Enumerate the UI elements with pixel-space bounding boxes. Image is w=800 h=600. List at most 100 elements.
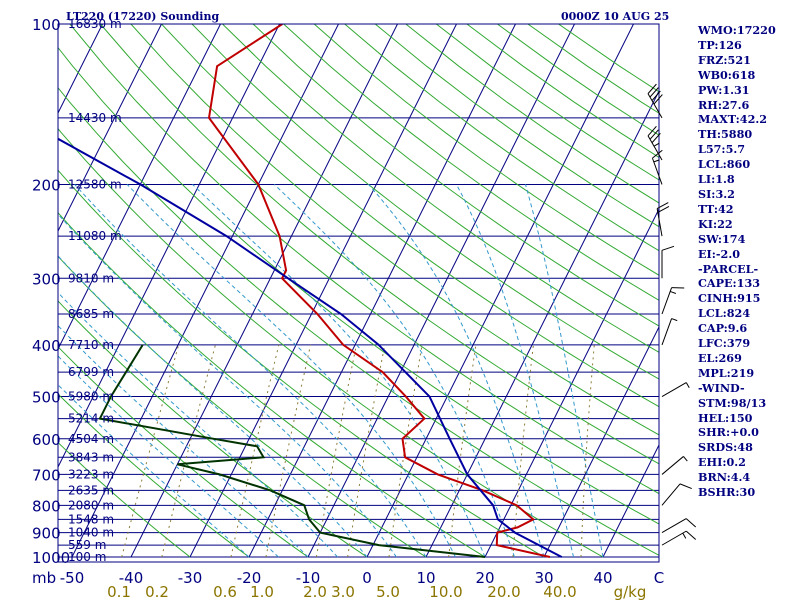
stat-entry: LI:1.8 (698, 172, 735, 187)
stat-entry: -WIND- (698, 380, 745, 395)
height-label: 14430 m (68, 111, 122, 125)
dry-adiabat (161, 24, 659, 408)
height-label: 4504 m (68, 432, 114, 446)
wind-barb-half-flag (671, 318, 678, 322)
wind-barb-flag (685, 530, 697, 540)
height-label: 9810 m (68, 271, 114, 285)
wind-barb-staff (661, 483, 681, 506)
sounding-time: 0000Z 10 AUG 25 (561, 10, 669, 23)
mixing-ratio-line (161, 344, 216, 558)
moist-adiabat (58, 355, 279, 558)
pressure-tick-label: 600 (32, 431, 61, 449)
wind-barb-flag (647, 83, 657, 94)
mixing-ratio-label: 5.0 (376, 583, 400, 600)
isotherm (58, 24, 280, 469)
plot-frame (57, 23, 660, 563)
stat-entry: CAP:9.6 (698, 321, 748, 336)
pressure-unit-label: mb (32, 569, 56, 587)
dry-adiabat (313, 24, 659, 276)
stat-entry: SRDS:48 (698, 440, 753, 455)
parcel-profile (58, 137, 563, 558)
wind-barb-half-flag (670, 290, 677, 294)
wind-barb (661, 456, 688, 475)
stat-entry: SI:3.2 (698, 186, 735, 201)
wind-barb (661, 382, 690, 397)
mixing-ratio-label: 20.0 (487, 583, 520, 600)
isotherm (248, 24, 516, 558)
pressure-tick-label: 700 (32, 466, 61, 484)
wind-barb (647, 126, 663, 161)
dry-adiabat (58, 255, 427, 558)
mixing-ratio-label: 0.6 (213, 583, 237, 600)
moist-adiabat (192, 184, 486, 558)
stat-entry: MAXT:42.2 (698, 112, 768, 127)
temperature-tick-label: 10 (416, 569, 435, 587)
mixing-ratio-label: 1.0 (250, 583, 274, 600)
height-label: 100 m (68, 550, 106, 564)
isotherm (366, 24, 634, 558)
pressure-tick-label: 900 (32, 525, 61, 543)
wind-barb-half-flag (682, 532, 687, 539)
height-label: 11080 m (68, 229, 122, 243)
temperature-unit-label: C (654, 569, 664, 587)
wind-barb-flag (657, 206, 670, 213)
height-label: 3223 m (68, 467, 114, 481)
wind-barb-flag (656, 202, 669, 209)
dry-adiabat (252, 24, 659, 327)
moist-adiabat (58, 384, 250, 558)
mixing-ratio-line (580, 344, 595, 558)
mixing-ratio-label: 0.2 (145, 583, 169, 600)
stat-entry: HEL:150 (698, 410, 753, 425)
temperature-profile (207, 24, 551, 558)
stat-entry: EI:-2.0 (698, 246, 740, 261)
stat-entry: EHI:0.2 (698, 455, 746, 470)
wind-barb-flag (651, 90, 661, 101)
stat-entry: FRZ:521 (698, 52, 751, 67)
stat-entry: STM:98/13 (698, 395, 767, 410)
mixing-ratio-label: 2.0 (303, 583, 327, 600)
mixing-ratio-line (388, 344, 423, 558)
wind-barb (661, 483, 692, 506)
wind-barb-flag (651, 132, 661, 144)
height-label: 5980 m (68, 390, 114, 404)
stat-entry: TH:5880 (698, 127, 753, 142)
wind-barb (647, 83, 663, 119)
moist-adiabat (525, 184, 604, 558)
wind-barb-flag (647, 126, 657, 137)
mixing-ratio-line (230, 344, 280, 558)
mixing-ratio-unit: g/kg (614, 583, 647, 600)
wind-barb-half-flag (653, 159, 660, 163)
height-label: 1548 m (68, 512, 114, 526)
temperature-tick-label: -10 (296, 569, 321, 587)
stat-entry: WMO:17220 (698, 23, 776, 37)
wind-barb-half-flag (683, 456, 688, 462)
stat-entry: TP:126 (698, 37, 742, 52)
moist-adiabat (58, 255, 368, 558)
dry-adiabat (58, 86, 659, 556)
stat-entry: RH:27.6 (698, 97, 750, 112)
height-label: 7710 m (68, 338, 114, 352)
dry-adiabat (191, 24, 659, 380)
stat-entry: EL:269 (698, 350, 742, 365)
pressure-tick-label: 200 (32, 176, 61, 194)
mixing-ratio-line (347, 344, 386, 558)
moist-adiabat (74, 184, 427, 558)
wind-barb-flag (661, 245, 675, 251)
wind-barb (656, 202, 670, 237)
moist-adiabat (58, 213, 397, 558)
dry-adiabat (344, 24, 659, 252)
wind-barb (661, 530, 697, 546)
stat-entry: CINH:915 (698, 291, 761, 306)
temperature-tick-label: 20 (475, 569, 494, 587)
height-label: 1040 m (68, 526, 114, 540)
stat-entry: PW:1.31 (698, 82, 750, 97)
isotherm (484, 207, 659, 558)
wind-barb-staff (647, 93, 663, 119)
moist-adiabat (58, 325, 309, 558)
stability-index-list: WMO:17220 TP:126 FRZ:521 WB0:618 PW:1.31 RH:2… (698, 23, 776, 500)
mixing-ratio-line (315, 344, 357, 558)
stat-entry: LFC:379 (698, 336, 751, 351)
mixing-ratio-label: 3.0 (331, 583, 355, 600)
wind-barb (661, 245, 675, 279)
